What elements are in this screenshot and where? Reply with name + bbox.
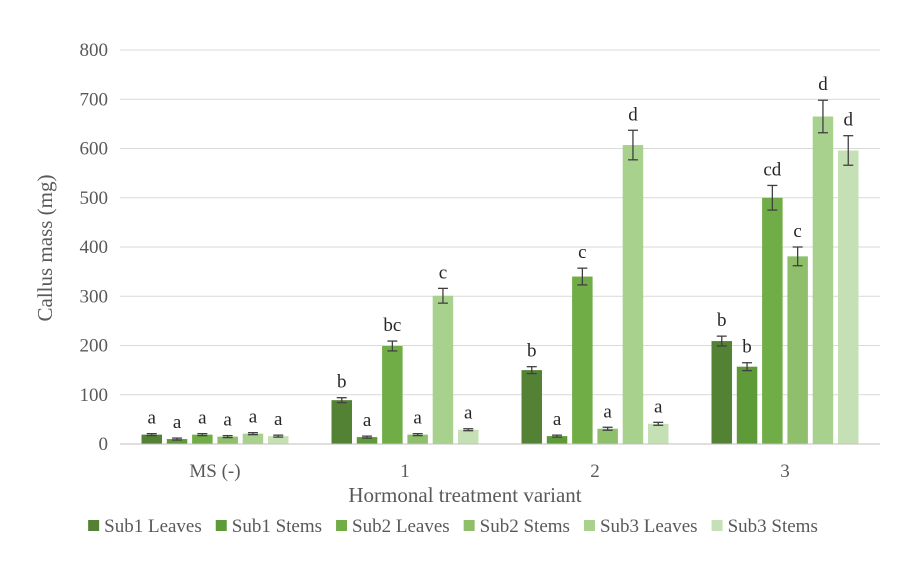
y-tick-label: 500 xyxy=(80,188,109,209)
gridlines xyxy=(120,49,880,396)
bar xyxy=(736,366,758,444)
significance-label: d xyxy=(818,74,828,95)
bar xyxy=(622,145,644,445)
bar xyxy=(458,429,479,444)
bar xyxy=(838,150,859,444)
significance-label: a xyxy=(173,412,182,433)
x-tick-label: 2 xyxy=(590,461,600,482)
x-tick-label: 1 xyxy=(400,461,410,482)
bar xyxy=(407,434,428,444)
bar xyxy=(648,423,669,444)
bar xyxy=(762,197,783,444)
y-axis-ticks: 0 100 200 300 400 500 600 700 800 xyxy=(80,40,109,455)
significance-label: c xyxy=(578,242,586,263)
legend-label: Sub3 Stems xyxy=(728,516,818,537)
bar xyxy=(711,341,732,444)
legend-label: Sub1 Leaves xyxy=(104,516,202,537)
legend-label: Sub3 Leaves xyxy=(600,516,698,537)
x-axis-title: Hormonal treatment variant xyxy=(348,483,581,507)
y-tick-label: 100 xyxy=(80,385,109,406)
bar xyxy=(521,370,542,444)
significance-label: a xyxy=(223,410,232,431)
bar xyxy=(356,437,378,444)
significance-label: a xyxy=(654,396,663,417)
legend: Sub1 Leaves Sub1 Stems Sub2 Leaves Sub2 Ste… xyxy=(88,516,818,537)
legend-swatch xyxy=(711,520,723,531)
bar xyxy=(268,436,289,444)
significance-label: a xyxy=(413,408,422,429)
significance-label: a xyxy=(274,409,283,430)
significance-label: a xyxy=(363,410,372,431)
bar xyxy=(597,428,618,444)
legend-swatch xyxy=(215,520,227,531)
y-tick-label: 200 xyxy=(80,336,109,357)
y-tick-label: 700 xyxy=(80,89,109,110)
y-axis-title: Callus mass (mg) xyxy=(33,175,57,322)
significance-label: cd xyxy=(763,159,781,180)
bar xyxy=(812,116,834,445)
legend-label: Sub2 Leaves xyxy=(352,516,450,537)
legend-swatch xyxy=(88,520,100,531)
y-tick-label: 0 xyxy=(99,434,109,455)
y-tick-label: 800 xyxy=(80,40,109,61)
significance-label: b xyxy=(742,337,752,358)
significance-label: b xyxy=(717,310,727,331)
y-tick-label: 600 xyxy=(80,139,109,160)
legend-swatch xyxy=(336,520,348,531)
legend-swatch xyxy=(583,520,595,531)
significance-label: a xyxy=(148,408,157,429)
y-tick-label: 300 xyxy=(80,286,109,307)
significance-label: b xyxy=(527,341,537,362)
bar xyxy=(141,434,162,444)
y-tick-label: 400 xyxy=(80,237,109,258)
significance-label: a xyxy=(464,403,473,424)
bar xyxy=(382,345,403,444)
bar xyxy=(331,400,352,444)
significance-label: a xyxy=(553,409,562,430)
bar xyxy=(572,276,593,444)
significance-label: c xyxy=(793,221,801,242)
significance-label: a xyxy=(603,401,612,422)
x-axis-ticks: MS (-) 1 2 3 xyxy=(189,461,789,482)
bar xyxy=(546,436,568,444)
significance-label: a xyxy=(249,407,258,428)
significance-label: a xyxy=(198,408,207,429)
significance-label: d xyxy=(628,104,638,125)
significance-label: c xyxy=(439,262,447,283)
bar xyxy=(166,439,188,444)
legend-swatch xyxy=(463,520,475,531)
bar xyxy=(217,436,238,444)
significance-label: bc xyxy=(383,315,401,336)
significance-label: b xyxy=(337,372,347,393)
bar xyxy=(192,434,213,444)
significance-label: d xyxy=(844,110,854,131)
legend-label: Sub2 Stems xyxy=(480,516,570,537)
bar xyxy=(242,433,264,444)
legend-label: Sub1 Stems xyxy=(232,516,322,537)
bar xyxy=(432,295,454,444)
bar xyxy=(787,256,808,444)
x-tick-label: MS (-) xyxy=(189,461,240,482)
x-tick-label: 3 xyxy=(780,461,790,482)
